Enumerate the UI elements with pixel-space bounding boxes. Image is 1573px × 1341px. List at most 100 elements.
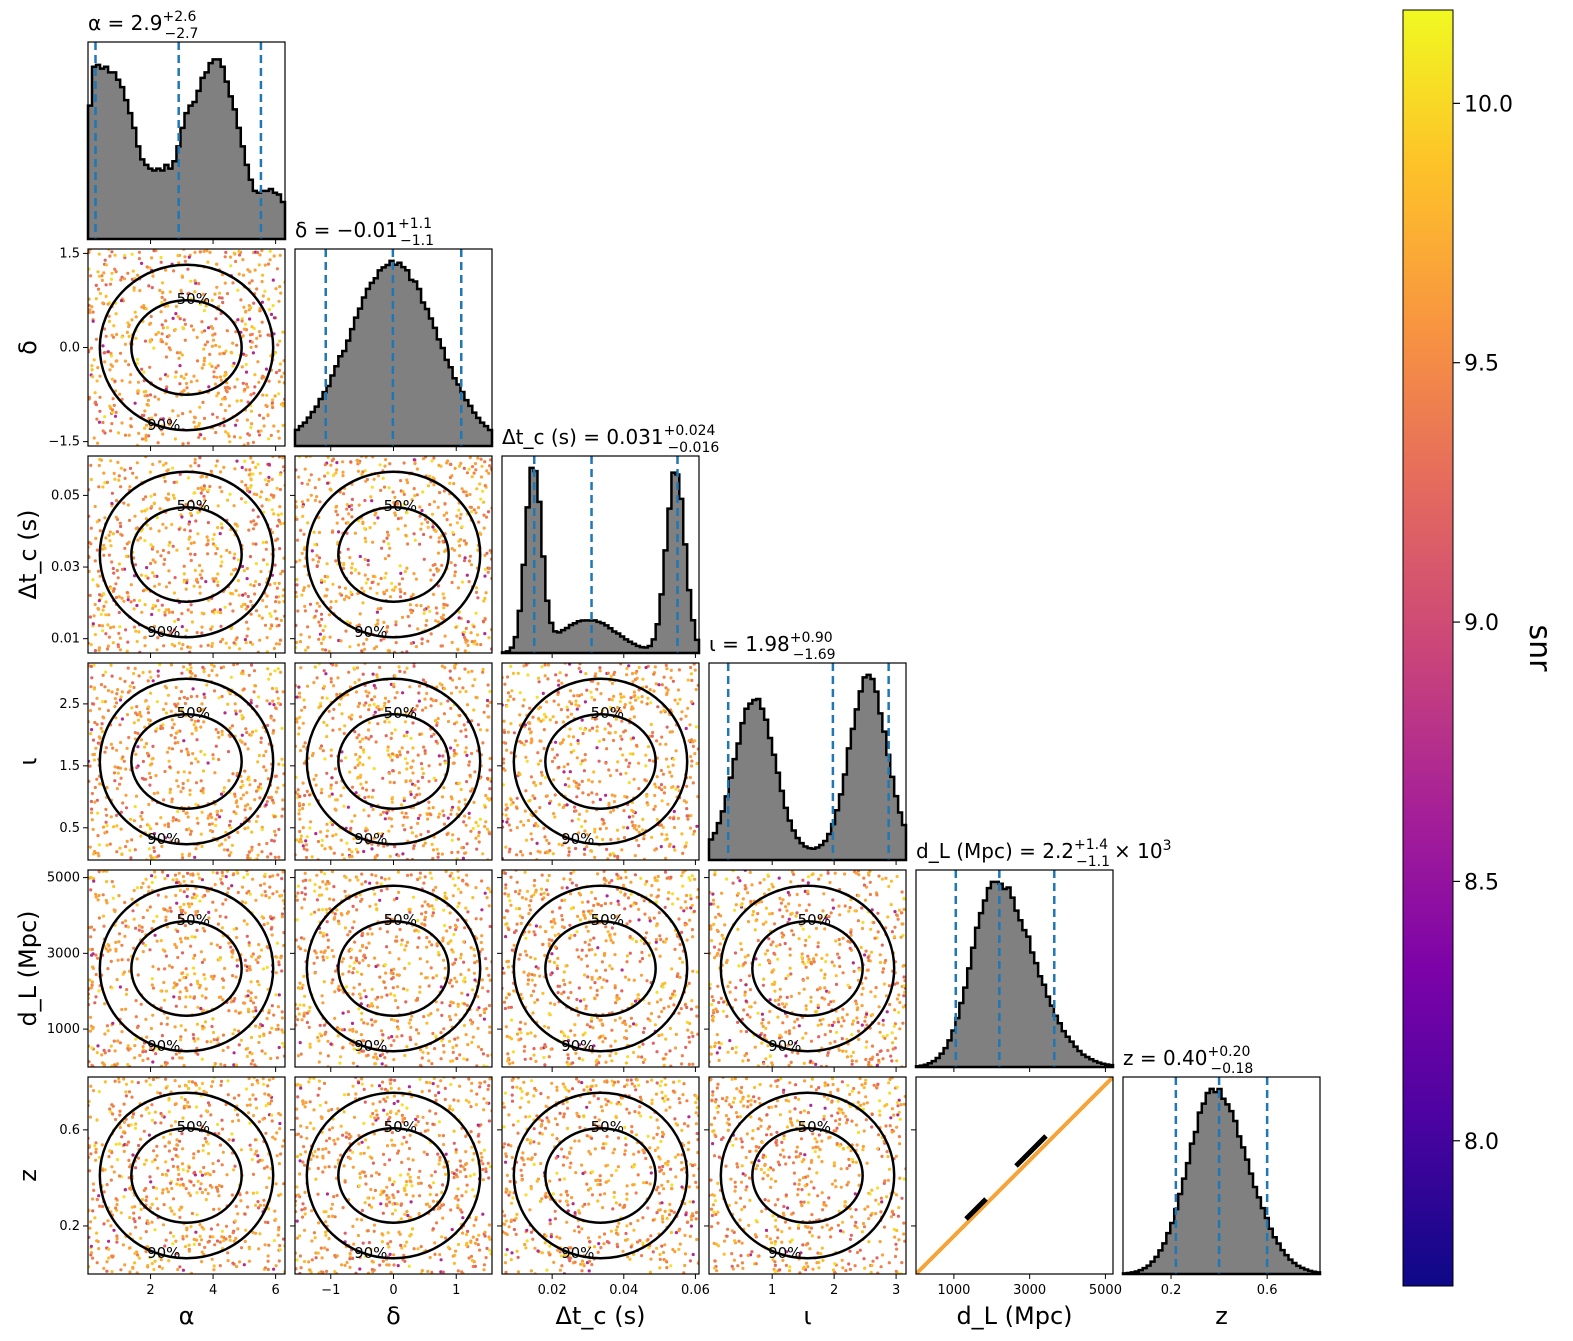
scatter-point bbox=[330, 459, 334, 463]
scatter-point bbox=[531, 715, 535, 719]
scatter-point bbox=[364, 829, 368, 833]
scatter-point bbox=[480, 464, 484, 468]
scatter-point bbox=[182, 902, 186, 907]
scatter-point bbox=[321, 628, 325, 633]
scatter-point bbox=[143, 409, 147, 413]
scatter-point bbox=[693, 668, 697, 672]
scatter-point bbox=[524, 838, 529, 842]
scatter-point bbox=[347, 512, 351, 516]
scatter-point bbox=[426, 525, 430, 530]
scatter-point bbox=[317, 637, 321, 641]
scatter-point bbox=[247, 528, 251, 532]
scatter-point bbox=[92, 436, 96, 440]
scatter-point bbox=[333, 767, 338, 771]
scatter-point bbox=[275, 267, 279, 271]
scatter-point bbox=[398, 750, 402, 754]
scatter-points: 50%90% bbox=[295, 456, 492, 653]
scatter-point bbox=[660, 735, 664, 739]
scatter-point bbox=[472, 642, 476, 646]
scatter-point bbox=[379, 488, 383, 492]
scatter-point bbox=[482, 500, 486, 504]
scatter-point bbox=[300, 593, 304, 597]
scatter-point bbox=[388, 546, 392, 550]
scatter-point bbox=[560, 843, 565, 847]
scatter-point bbox=[463, 814, 467, 818]
scatter-point bbox=[252, 301, 256, 305]
scatter-point bbox=[655, 739, 659, 743]
scatter-point bbox=[174, 704, 178, 708]
scatter-point bbox=[140, 929, 144, 934]
scatter-point bbox=[435, 721, 439, 725]
scatter-point bbox=[464, 728, 468, 732]
scatter-point bbox=[431, 698, 435, 703]
scatter-point bbox=[413, 494, 417, 498]
scatter-point bbox=[117, 474, 121, 478]
scatter-point bbox=[384, 458, 388, 462]
scatter-point bbox=[193, 461, 197, 465]
scatter-point bbox=[390, 1035, 394, 1039]
scatter-point bbox=[347, 504, 351, 509]
scatter-point bbox=[141, 670, 145, 675]
scatter-point bbox=[184, 995, 188, 999]
scatter-point bbox=[94, 972, 98, 977]
contour-50 bbox=[130, 712, 243, 811]
scatter-point bbox=[133, 401, 137, 405]
scatter-point bbox=[540, 773, 544, 777]
scatter-point bbox=[308, 1005, 312, 1010]
scatter-point bbox=[472, 625, 476, 629]
scatter-point bbox=[323, 463, 327, 467]
scatter-point bbox=[419, 527, 423, 531]
scatter-point bbox=[97, 646, 101, 650]
scatter-point bbox=[164, 989, 168, 993]
scatter-point bbox=[297, 691, 302, 695]
scatter-point bbox=[205, 683, 209, 687]
scatter-point bbox=[450, 580, 454, 585]
scatter-point bbox=[173, 576, 177, 580]
scatter-point bbox=[234, 1009, 238, 1013]
scatter-point bbox=[241, 783, 245, 788]
scatter-point bbox=[436, 717, 440, 721]
scatter-point bbox=[182, 1063, 186, 1067]
scatter-point bbox=[399, 803, 404, 807]
scatter-point bbox=[482, 599, 486, 603]
scatter-point bbox=[299, 528, 303, 533]
scatter-point bbox=[673, 698, 677, 702]
scatter-point bbox=[234, 259, 238, 264]
scatter-point bbox=[408, 712, 412, 716]
scatter-point bbox=[347, 596, 351, 600]
scatter-point bbox=[299, 633, 303, 637]
scatter-point bbox=[249, 393, 253, 397]
scatter-point bbox=[159, 310, 163, 314]
scatter-point bbox=[102, 716, 106, 720]
scatter-point bbox=[413, 708, 417, 712]
scatter-point bbox=[546, 677, 550, 681]
scatter-point bbox=[109, 1044, 113, 1048]
scatter-point bbox=[183, 911, 187, 915]
scatter-point bbox=[277, 581, 281, 586]
scatter-point bbox=[198, 456, 202, 460]
scatter-point bbox=[334, 798, 338, 802]
scatter-point bbox=[93, 602, 97, 607]
scatter-point bbox=[684, 800, 688, 804]
scatter-point bbox=[448, 475, 452, 480]
scatter-point bbox=[114, 582, 118, 586]
scatter-point bbox=[302, 761, 306, 765]
scatter-point bbox=[201, 926, 205, 930]
scatter-point bbox=[239, 298, 243, 302]
scatter-point bbox=[674, 749, 678, 753]
scatter-point bbox=[300, 1018, 304, 1022]
scatter-point bbox=[449, 561, 453, 565]
scatter-point bbox=[362, 703, 366, 707]
scatter-point bbox=[93, 391, 97, 395]
scatter-point bbox=[474, 468, 478, 472]
scatter-point bbox=[190, 732, 194, 736]
scatter-point bbox=[88, 303, 91, 307]
scatter-point bbox=[264, 403, 268, 407]
scatter-point bbox=[353, 766, 357, 770]
scatter-point bbox=[174, 1052, 178, 1056]
scatter-point bbox=[439, 615, 443, 620]
scatter-point bbox=[254, 789, 259, 793]
scatter-point bbox=[141, 497, 145, 501]
scatter-point bbox=[590, 849, 594, 854]
scatter-point bbox=[451, 833, 455, 837]
